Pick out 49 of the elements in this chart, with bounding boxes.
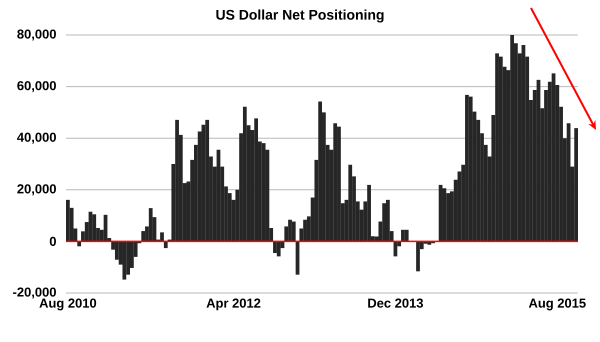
bar	[303, 220, 307, 242]
bar	[288, 220, 292, 242]
bar	[442, 188, 446, 242]
bar	[416, 241, 420, 272]
y-tick-label: -20,000	[13, 287, 56, 299]
bar	[510, 34, 514, 242]
bar	[333, 123, 338, 242]
bar	[262, 143, 266, 242]
y-tick-label: 0	[50, 236, 56, 246]
y-tick-label: 20,000	[17, 184, 56, 196]
bar	[104, 214, 108, 242]
bar	[122, 241, 126, 280]
bar	[574, 128, 578, 242]
bar	[552, 73, 556, 242]
x-tick-label: Dec 2013	[368, 298, 424, 308]
bar	[175, 120, 179, 242]
bar	[88, 212, 92, 242]
y-tick-label: 60,000	[17, 81, 56, 92]
bar	[276, 241, 281, 256]
bar	[386, 200, 390, 242]
bar	[148, 208, 153, 242]
y-tick-label: 40,000	[17, 132, 56, 144]
bar	[495, 53, 499, 242]
bar	[205, 120, 210, 242]
bar	[337, 126, 341, 242]
bar	[468, 96, 473, 242]
bar	[242, 106, 247, 242]
x-tick-label: Apr 2012	[206, 298, 260, 310]
bar	[318, 102, 322, 242]
chart-title: US Dollar Net Positioning	[216, 9, 384, 23]
bar	[401, 230, 405, 242]
bar	[394, 241, 398, 256]
bar	[536, 80, 540, 242]
bar	[566, 123, 570, 242]
bar	[438, 184, 442, 242]
bar	[382, 203, 386, 242]
bar	[216, 150, 220, 242]
x-tick-label: Aug 2015	[528, 298, 586, 310]
bar	[522, 45, 526, 242]
bar	[273, 241, 277, 254]
bar	[66, 200, 70, 242]
bar	[296, 241, 300, 275]
y-tick-label: 80,000	[17, 29, 56, 41]
bar	[367, 184, 371, 242]
bar	[465, 94, 469, 242]
x-tick-label: Aug 2010	[39, 298, 96, 310]
bar	[348, 164, 352, 242]
bar	[254, 118, 258, 242]
bar	[498, 56, 503, 242]
